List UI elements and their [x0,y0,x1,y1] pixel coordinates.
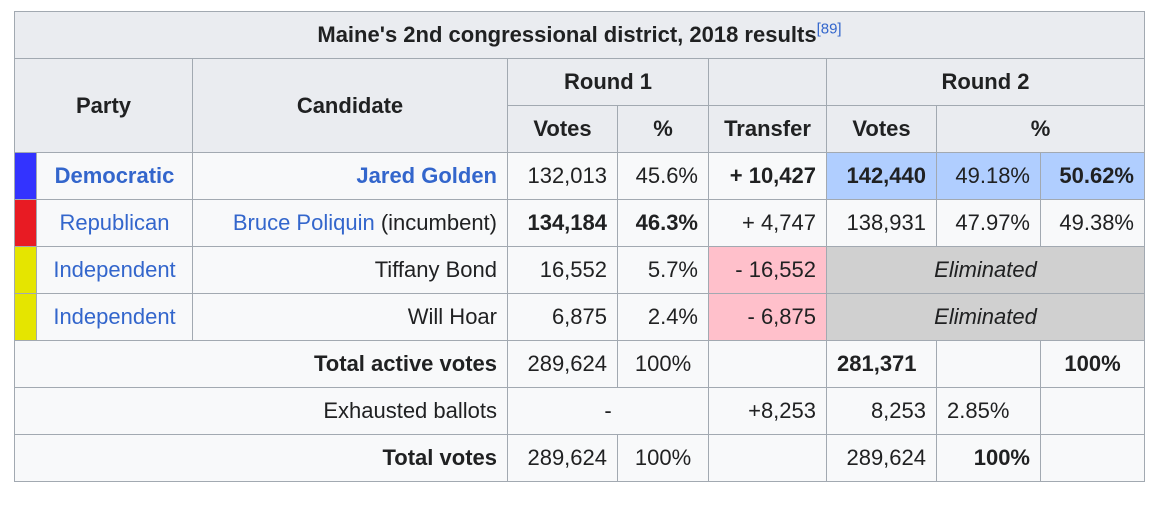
header-row-1: Party Candidate Round 1 Round 2 [14,58,1145,153]
r1-pct-cell: 100% [617,434,709,482]
table-caption: Maine's 2nd congressional district, 2018… [14,11,1145,59]
party-link[interactable]: Independent [53,257,176,282]
candidate-link[interactable]: Jared Golden [356,163,497,188]
exhausted-label: Exhausted ballots [14,387,508,435]
header-round-1: Round 1 [507,58,709,106]
header-r2-votes: Votes [826,105,937,153]
r2-pct2-cell: 49.38% [1040,199,1145,247]
eliminated-cell: Eliminated [826,246,1145,294]
r1-votes-cell: 289,624 [507,340,618,388]
header-r1-pct: % [617,105,709,153]
r2-pct-cell [936,340,1041,388]
candidate-cell: Bruce Poliquin (incumbent) [192,199,508,247]
total-votes-row: Total votes 289,624 100% 289,624 100% [14,434,1145,482]
party-link[interactable]: Independent [53,304,176,329]
candidate-cell: Will Hoar [192,293,508,341]
r2-pct-cell: 47.97% [936,199,1041,247]
header-party: Party [14,58,193,153]
r1-votes-cell: 16,552 [507,246,618,294]
header-row-2: Votes % Transfer Votes % [15,105,1145,153]
r2-pct2-cell [1040,434,1145,482]
candidate-suffix: (incumbent) [374,210,497,235]
party-color-swatch [14,293,37,341]
r2-pct2-cell [1040,387,1145,435]
r1-votes-cell: 132,013 [507,152,618,200]
party-link[interactable]: Republican [59,210,170,235]
transfer-cell [708,434,827,482]
r1-pct-cell: 45.6% [617,152,709,200]
party-color-swatch [14,152,37,200]
party-color-swatch [14,199,37,247]
candidate-cell: Tiffany Bond [192,246,508,294]
party-cell: Republican [36,199,193,247]
transfer-cell [708,340,827,388]
r2-votes-cell: 8,253 [826,387,937,435]
party-color-swatch [14,246,37,294]
r1-pct-cell: 46.3% [617,199,709,247]
table-row: Republican Bruce Poliquin (incumbent) 13… [14,199,1145,247]
header-r1-votes: Votes [507,105,618,153]
r2-votes-cell: 289,624 [826,434,937,482]
caption-title: Maine's 2nd congressional district, 2018… [317,22,817,47]
transfer-cell: + 4,747 [708,199,827,247]
party-cell: Independent [36,293,193,341]
exhausted-row: Exhausted ballots - +8,253 8,253 2.85% [14,387,1145,435]
r2-pct2-cell: 100% [1040,340,1145,388]
r1-exhausted-cell: - [507,387,709,435]
candidate-link[interactable]: Bruce Poliquin [232,210,375,235]
header-r2-pct: % [936,105,1145,153]
caption-row: Maine's 2nd congressional district, 2018… [14,11,1145,59]
r2-pct-cell: 2.85% [936,387,1041,435]
r2-votes-cell: 138,931 [826,199,937,247]
header-transfer: Transfer [708,105,827,153]
header-blank [708,58,827,106]
r1-pct-cell: 5.7% [617,246,709,294]
table-row: Independent Tiffany Bond 16,552 5.7% - 1… [14,246,1145,294]
r1-votes-cell: 289,624 [507,434,618,482]
transfer-cell: - 16,552 [708,246,827,294]
transfer-cell: + 10,427 [708,152,827,200]
header-round-2: Round 2 [826,58,1145,106]
total-votes-label: Total votes [14,434,508,482]
transfer-cell: - 6,875 [708,293,827,341]
r1-votes-cell: 6,875 [507,293,618,341]
r1-pct-cell: 2.4% [617,293,709,341]
total-active-label: Total active votes [14,340,508,388]
transfer-cell: +8,253 [708,387,827,435]
r2-pct-cell: 49.18% [936,152,1041,200]
table-row: Democratic Jared Golden 132,013 45.6% + … [14,152,1145,200]
reference-link[interactable]: [89] [816,20,842,38]
party-cell: Independent [36,246,193,294]
eliminated-cell: Eliminated [826,293,1145,341]
party-cell: Democratic [36,152,193,200]
results-table: Maine's 2nd congressional district, 2018… [14,11,1145,482]
party-link[interactable]: Democratic [54,163,175,188]
r1-pct-cell: 100% [617,340,709,388]
r2-pct2-cell: 50.62% [1040,152,1145,200]
r2-votes-cell: 281,371 [826,340,937,388]
candidate-cell: Jared Golden [192,152,508,200]
r2-pct-cell: 100% [936,434,1041,482]
table-row: Independent Will Hoar 6,875 2.4% - 6,875… [14,293,1145,341]
header-candidate: Candidate [192,58,508,153]
r2-votes-cell: 142,440 [826,152,937,200]
total-active-row: Total active votes 289,624 100% 281,371 … [14,340,1145,388]
r1-votes-cell: 134,184 [507,199,618,247]
